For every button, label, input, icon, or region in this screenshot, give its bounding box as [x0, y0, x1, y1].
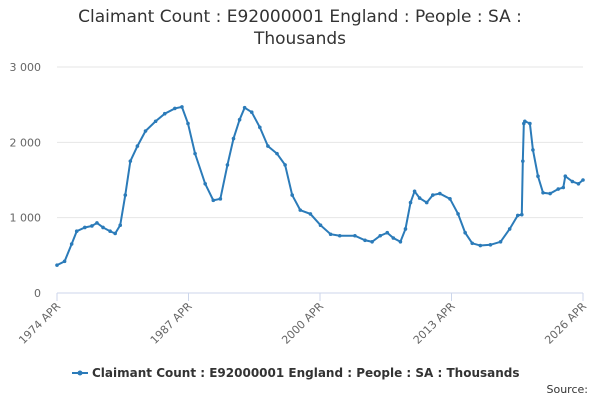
point — [308, 212, 313, 216]
point — [318, 223, 323, 227]
point — [438, 191, 442, 196]
x-tick-label: 2000 APR — [279, 300, 326, 347]
point — [507, 227, 512, 231]
point — [186, 121, 190, 126]
point — [478, 243, 483, 248]
point — [408, 200, 413, 205]
point — [108, 229, 112, 234]
point — [266, 144, 270, 148]
x-tick-label: 1987 APR — [148, 300, 195, 347]
point — [498, 239, 503, 244]
x-tick-label: 1974 APR — [16, 300, 63, 347]
point — [430, 193, 435, 197]
point — [173, 106, 177, 111]
point — [531, 148, 535, 152]
point — [417, 196, 422, 200]
point — [242, 105, 247, 110]
point — [225, 163, 230, 167]
y-tick-label: 2 000 — [10, 136, 42, 149]
x-tick-label: 2013 APR — [411, 300, 458, 347]
series-line — [56, 105, 584, 267]
point — [95, 221, 99, 225]
point — [283, 163, 287, 167]
point — [74, 229, 79, 234]
point — [290, 193, 294, 197]
point — [385, 230, 390, 235]
point — [515, 213, 520, 218]
point — [523, 119, 527, 124]
point — [556, 187, 561, 191]
point — [561, 185, 566, 190]
point — [162, 111, 167, 116]
point — [536, 174, 540, 179]
point — [470, 241, 475, 246]
point — [488, 242, 493, 247]
legend-marker — [77, 370, 83, 376]
point — [101, 225, 105, 230]
point — [135, 144, 140, 148]
point — [143, 129, 148, 133]
point — [521, 159, 525, 163]
point — [258, 125, 262, 130]
point — [456, 212, 460, 216]
point — [153, 119, 158, 124]
point — [412, 189, 417, 194]
point — [403, 227, 408, 231]
point — [90, 224, 94, 228]
point — [55, 263, 59, 267]
point — [123, 193, 128, 197]
point — [548, 191, 552, 196]
point — [363, 238, 367, 243]
point — [211, 198, 216, 203]
point — [128, 159, 133, 163]
y-tick-label: 1 000 — [10, 212, 42, 225]
source: Source: — [547, 383, 589, 396]
point — [370, 239, 374, 244]
point — [328, 232, 333, 237]
x-tick-label: 2026 APR — [542, 300, 589, 347]
point — [83, 225, 87, 230]
point — [353, 233, 357, 238]
point — [463, 230, 467, 235]
point — [570, 179, 575, 184]
point — [391, 236, 396, 240]
point — [218, 197, 223, 201]
point — [378, 233, 382, 238]
point — [576, 181, 581, 186]
point — [118, 223, 123, 227]
point — [563, 174, 568, 179]
point — [424, 200, 429, 205]
point — [249, 110, 254, 114]
point — [398, 239, 403, 244]
point — [193, 151, 197, 156]
point — [203, 181, 207, 186]
point — [237, 117, 242, 122]
point — [520, 212, 524, 217]
point — [180, 105, 184, 109]
y-tick-label: 3 000 — [10, 61, 42, 74]
point — [69, 242, 74, 246]
point — [448, 197, 452, 201]
point — [581, 178, 585, 182]
point — [541, 191, 545, 195]
point — [62, 259, 67, 264]
legend-label: Claimant Count : E92000001 England : Peo… — [92, 366, 520, 380]
point — [275, 151, 279, 156]
point — [231, 136, 236, 141]
point — [337, 233, 342, 238]
point — [528, 121, 532, 126]
y-tick-label: 0 — [34, 287, 41, 300]
chart-title: Claimant Count : E92000001 England : Peo… — [78, 7, 522, 49]
point — [298, 208, 303, 212]
point — [113, 231, 117, 236]
